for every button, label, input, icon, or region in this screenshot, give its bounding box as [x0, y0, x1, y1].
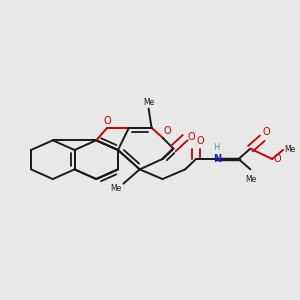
Text: O: O: [274, 154, 281, 164]
Text: Me: Me: [111, 184, 122, 194]
Text: O: O: [103, 116, 111, 126]
Text: O: O: [188, 132, 195, 142]
Text: Me: Me: [245, 175, 256, 184]
Text: Me: Me: [284, 146, 296, 154]
Text: N: N: [213, 154, 221, 164]
Text: O: O: [263, 127, 271, 137]
Text: Me: Me: [143, 98, 154, 107]
Text: O: O: [163, 126, 171, 136]
Text: O: O: [196, 136, 204, 146]
Text: H: H: [214, 143, 220, 152]
